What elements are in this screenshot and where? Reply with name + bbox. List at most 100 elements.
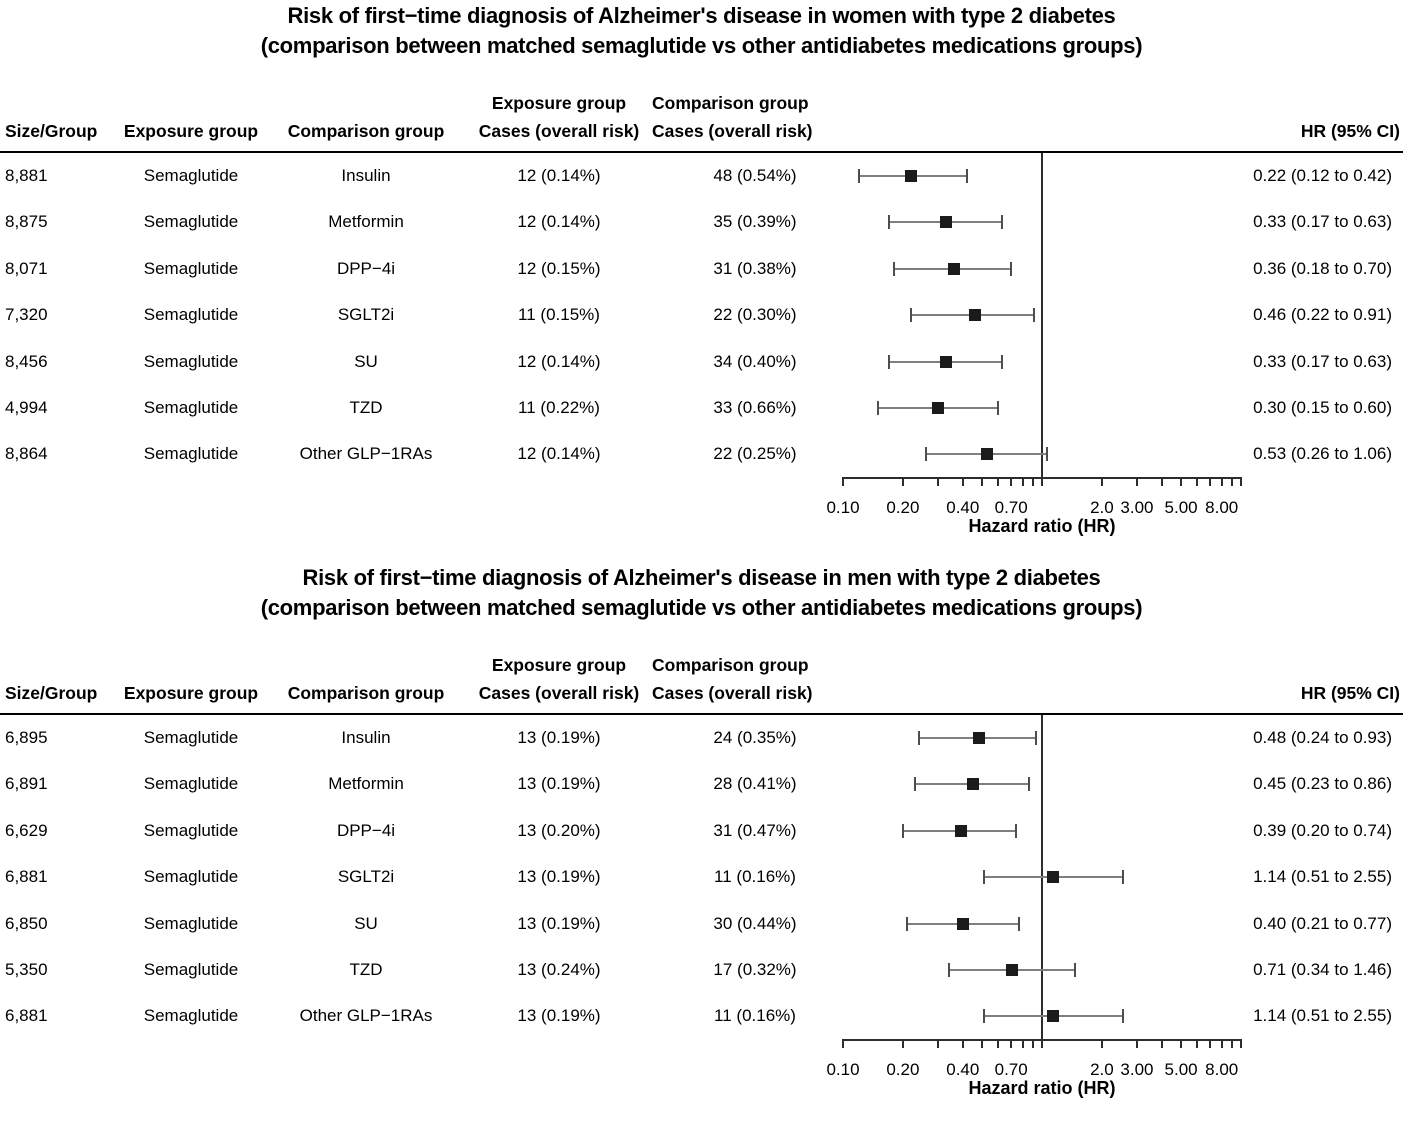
cell-comparison-cases: 11 (0.16%) — [714, 867, 796, 887]
cell-comparison-cases: 48 (0.54%) — [713, 166, 797, 185]
cell-hr-ci: 0.39 (0.20 to 0.74) — [1253, 820, 1392, 840]
axis-tick — [1220, 1041, 1223, 1048]
cell-exposure-group: Semaglutide — [143, 867, 239, 887]
point-estimate-marker — [1047, 1010, 1060, 1023]
cell-comparison-group: Metformin — [328, 774, 404, 794]
point-estimate-marker — [956, 917, 969, 930]
axis-tick-label: 0.20 — [886, 498, 920, 517]
ci-cap-high — [996, 401, 999, 415]
cell-size-group: 4,994 — [5, 398, 48, 417]
cell-exposure-group: Semaglutide — [143, 1006, 239, 1026]
cell-size-group: 6,881 — [5, 867, 48, 887]
cell-exposure-cases: 12 (0.14%) — [517, 351, 601, 371]
cell-hr-ci: 0.71 (0.34 to 1.46) — [1253, 960, 1392, 979]
cell-size-group: 6,891 — [5, 774, 48, 794]
axis-tick — [1135, 479, 1138, 486]
cell-exposure-group: Semaglutide — [143, 398, 239, 417]
axis-tick — [1240, 1041, 1242, 1048]
col-header-exposure-cases: Exposure group Cases (overall risk) — [479, 651, 640, 707]
cell-comparison-cases: 34 (0.40%) — [713, 351, 797, 371]
axis-tick — [1195, 479, 1198, 486]
axis-tick-label: 0.70 — [994, 1060, 1028, 1079]
col-header-comparison-cases: Comparison group Cases (overall risk) — [652, 89, 813, 145]
col-header-hr-ci: HR (95% CI) — [1300, 121, 1400, 141]
cell-hr-ci: 0.33 (0.17 to 0.63) — [1253, 212, 1392, 232]
cell-size-group: 5,350 — [5, 960, 48, 979]
point-estimate-marker — [954, 824, 967, 837]
axis-tick-label: 0.10 — [826, 498, 860, 517]
point-estimate-marker — [905, 170, 918, 182]
axis-tick — [1180, 1041, 1183, 1048]
cell-exposure-group: Semaglutide — [143, 212, 239, 232]
cell-comparison-group: SGLT2i — [337, 867, 395, 887]
cell-exposure-cases: 13 (0.19%) — [517, 774, 601, 794]
axis-tick — [1160, 1041, 1163, 1048]
axis-tick — [842, 1041, 844, 1048]
axis-tick-label: 8.00 — [1205, 498, 1239, 517]
cell-exposure-cases: 13 (0.24%) — [517, 960, 601, 979]
col-header-exposure-cases-line2: Cases (overall risk) — [478, 121, 640, 141]
cell-comparison-group: Other GLP−1RAs — [299, 444, 433, 464]
axis-tick — [1031, 479, 1034, 486]
cell-comparison-cases: 22 (0.30%) — [713, 305, 797, 325]
x-axis-line — [842, 1039, 1242, 1041]
cell-size-group: 8,864 — [5, 444, 48, 464]
cell-hr-ci: 1.14 (0.51 to 2.55) — [1253, 1006, 1392, 1026]
cell-exposure-cases: 13 (0.19%) — [517, 1006, 601, 1026]
header-rule — [0, 151, 1403, 153]
cell-comparison-cases: 24 (0.35%) — [713, 728, 797, 747]
col-header-exposure-group: Exposure group — [123, 683, 259, 703]
cell-comparison-cases: 28 (0.41%) — [713, 774, 797, 794]
cell-exposure-cases: 13 (0.19%) — [517, 913, 601, 933]
ci-cap-low — [877, 401, 880, 415]
point-estimate-marker — [966, 778, 979, 791]
ci-cap-high — [1121, 870, 1124, 885]
axis-tick — [1135, 1041, 1138, 1048]
cell-comparison-cases: 35 (0.39%) — [713, 212, 797, 232]
col-header-comparison-group: Comparison group — [287, 683, 445, 703]
axis-tick — [936, 1041, 939, 1048]
ci-cap-low — [887, 354, 890, 369]
ci-cap-high — [1014, 823, 1017, 838]
cell-size-group: 7,320 — [5, 305, 48, 325]
axis-tick — [1100, 479, 1103, 486]
cell-exposure-cases: 11 (0.22%) — [518, 398, 600, 417]
cell-exposure-group: Semaglutide — [143, 728, 239, 747]
axis-tick — [996, 479, 999, 486]
axis-tick — [936, 479, 939, 486]
ci-cap-low — [901, 823, 904, 838]
ci-cap-low — [947, 963, 950, 977]
axis-tick — [1021, 1041, 1024, 1048]
ci-cap-high — [1001, 354, 1004, 369]
cell-exposure-cases: 12 (0.14%) — [517, 444, 601, 464]
cell-exposure-cases: 12 (0.14%) — [517, 212, 601, 232]
cell-comparison-cases: 22 (0.25%) — [713, 444, 797, 464]
cell-comparison-group: Other GLP−1RAs — [299, 1006, 433, 1026]
col-header-size-group: Size/Group — [5, 683, 98, 703]
axis-tick-label: 0.40 — [946, 498, 980, 517]
ci-cap-low — [857, 169, 860, 183]
cell-exposure-group: Semaglutide — [143, 774, 239, 794]
cell-comparison-group: Insulin — [341, 166, 391, 185]
col-header-exposure-group: Exposure group — [123, 121, 259, 141]
ci-cap-low — [982, 1009, 985, 1024]
ci-cap-high — [966, 169, 969, 183]
axis-tick — [961, 1041, 964, 1048]
axis-tick — [901, 479, 904, 486]
axis-tick-label: 8.00 — [1205, 1060, 1239, 1079]
point-estimate-marker — [931, 402, 944, 414]
panel-women: Risk of first−time diagnosis of Alzheime… — [0, 3, 1403, 536]
cell-comparison-cases: 31 (0.47%) — [713, 820, 797, 840]
cell-hr-ci: 0.33 (0.17 to 0.63) — [1253, 351, 1392, 371]
cell-hr-ci: 0.22 (0.12 to 0.42) — [1253, 166, 1392, 185]
cell-hr-ci: 0.53 (0.26 to 1.06) — [1253, 444, 1392, 464]
cell-hr-ci: 0.46 (0.22 to 0.91) — [1253, 305, 1392, 325]
panel-subtitle: (comparison between matched semaglutide … — [260, 33, 1143, 58]
cell-size-group: 6,629 — [5, 820, 48, 840]
cell-exposure-cases: 12 (0.15%) — [517, 258, 601, 278]
axis-tick-label: 3.00 — [1120, 1060, 1154, 1079]
ci-cap-high — [1034, 731, 1037, 745]
point-estimate-marker — [968, 309, 981, 322]
point-estimate-marker — [1006, 964, 1019, 976]
